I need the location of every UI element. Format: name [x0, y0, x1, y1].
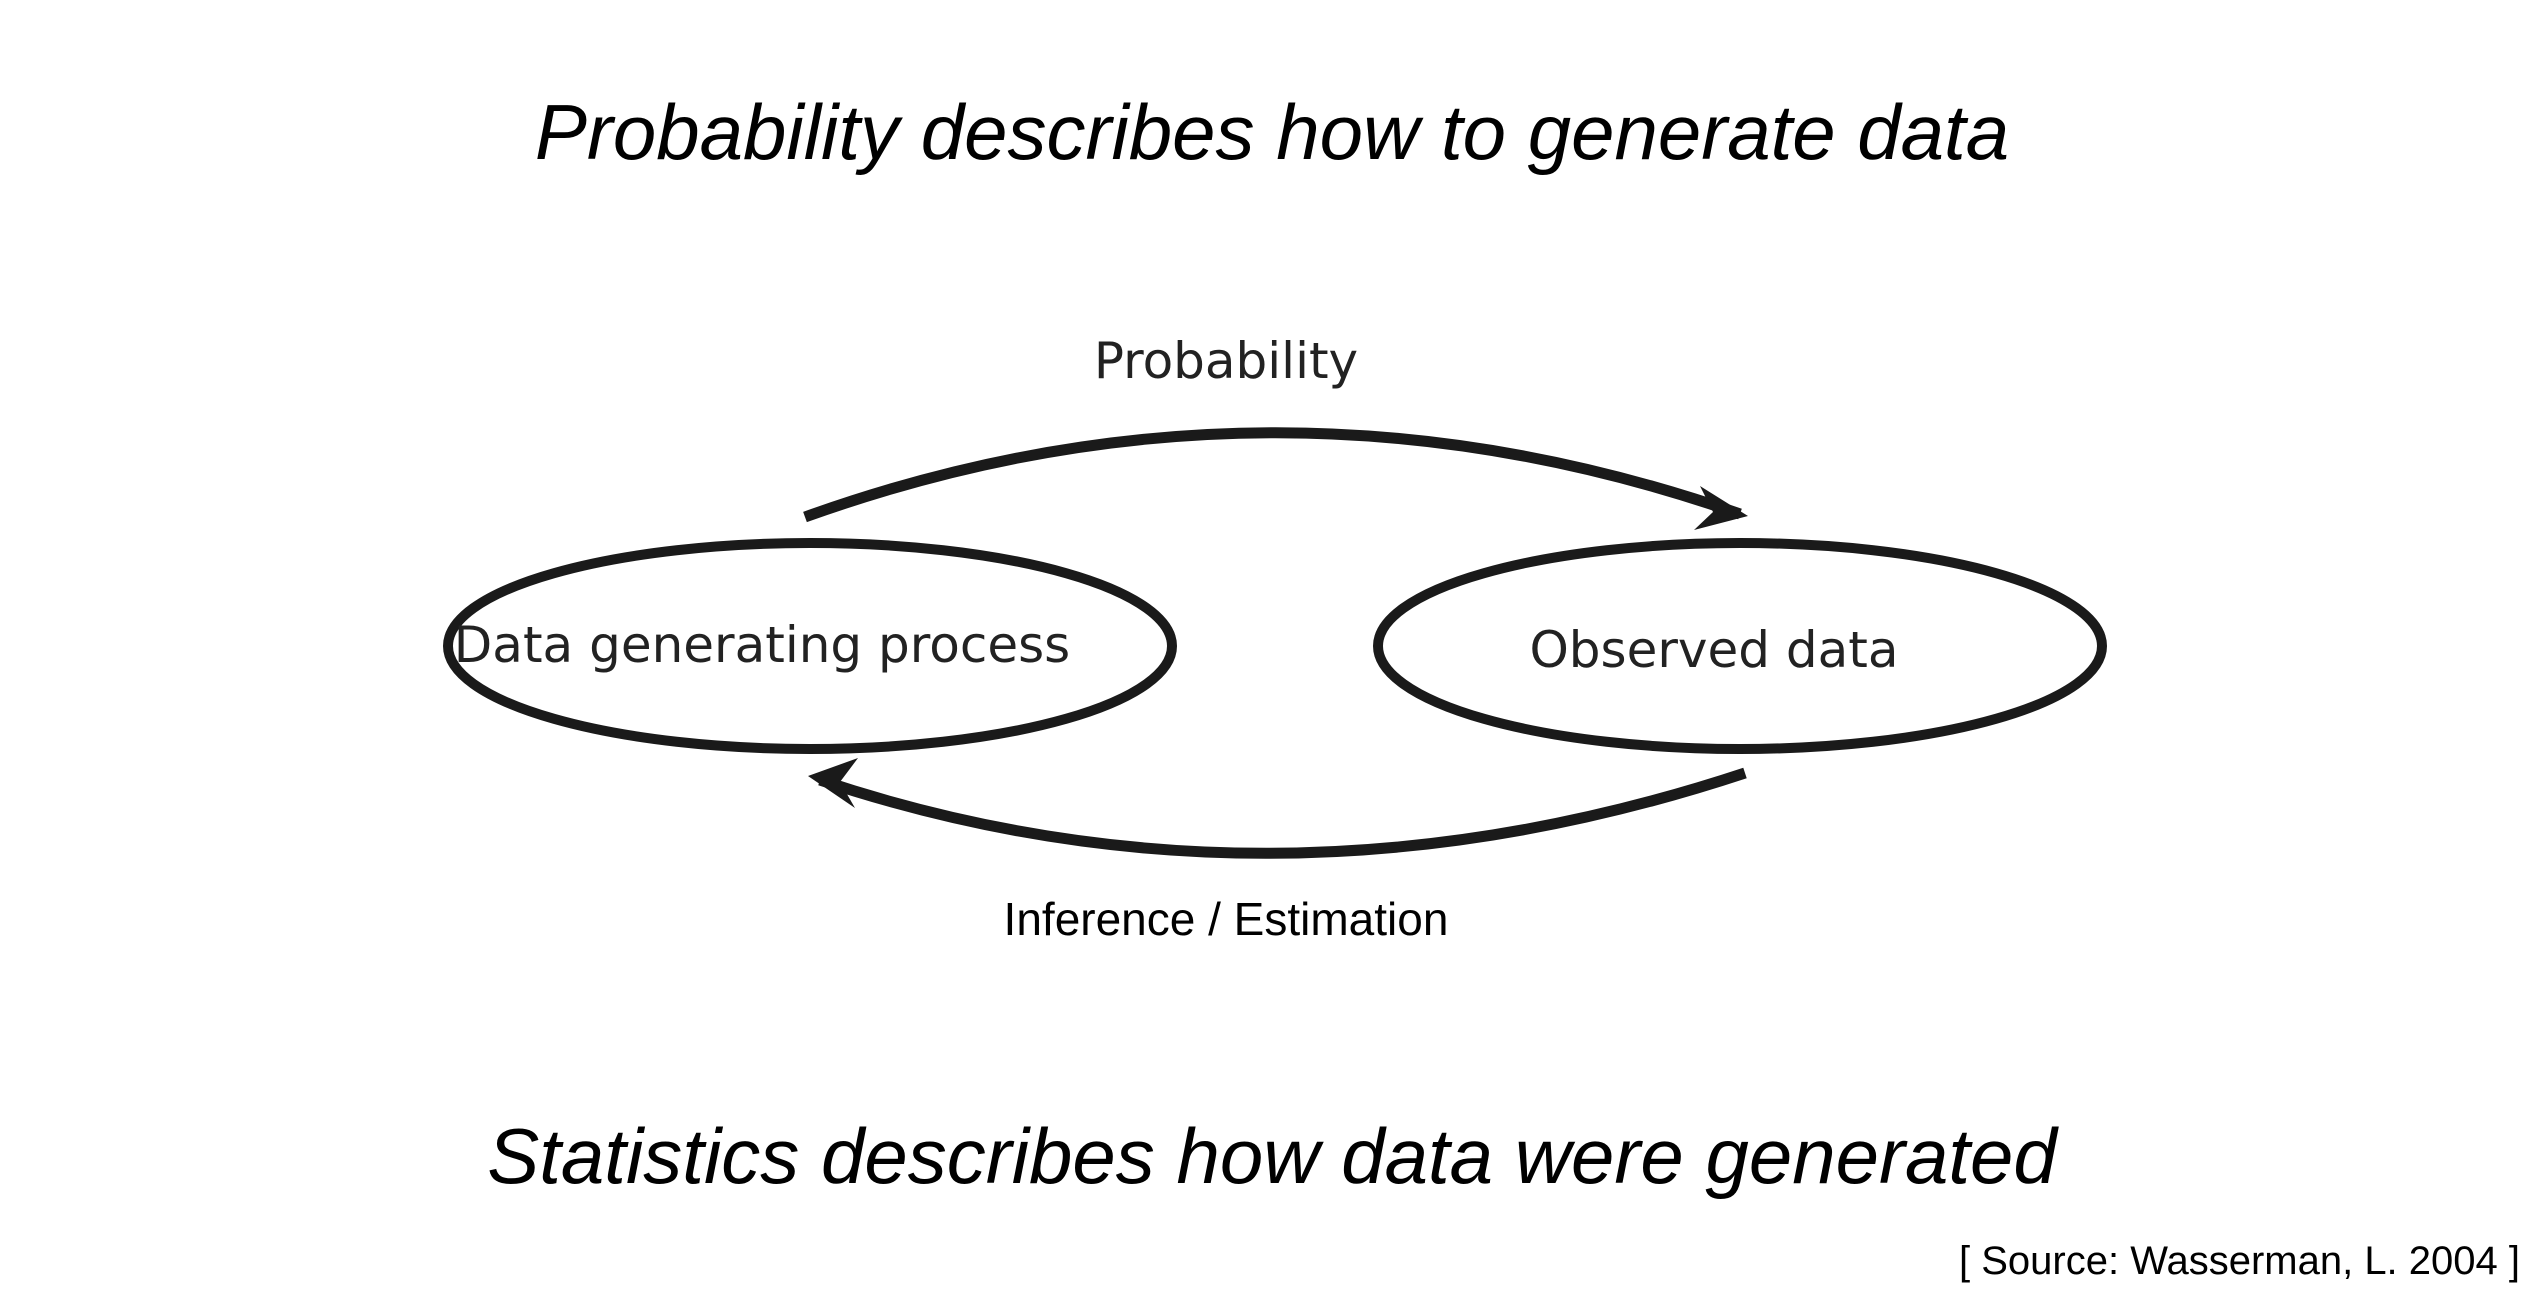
probability-arrow	[803, 427, 1742, 523]
inference-arrowhead	[808, 758, 858, 808]
inference-estimation-label: Inference / Estimation	[1004, 893, 1449, 945]
inference-arrow	[818, 767, 1747, 859]
source-citation: [ Source: Wasserman, L. 2004 ]	[1959, 1239, 2520, 1283]
heading-bottom: Statistics describes how data were gener…	[487, 1112, 2057, 1200]
probability-label: Probability	[1094, 332, 1358, 390]
probability-arrowhead	[1694, 486, 1748, 530]
observed-data-node	[1373, 538, 2107, 754]
data-generating-process-node	[443, 538, 1177, 754]
observed-data-label: Observed data	[1529, 621, 1898, 679]
heading-top: Probability describes how to generate da…	[534, 88, 2010, 176]
data-generating-process-label: Data generating process	[454, 616, 1070, 674]
